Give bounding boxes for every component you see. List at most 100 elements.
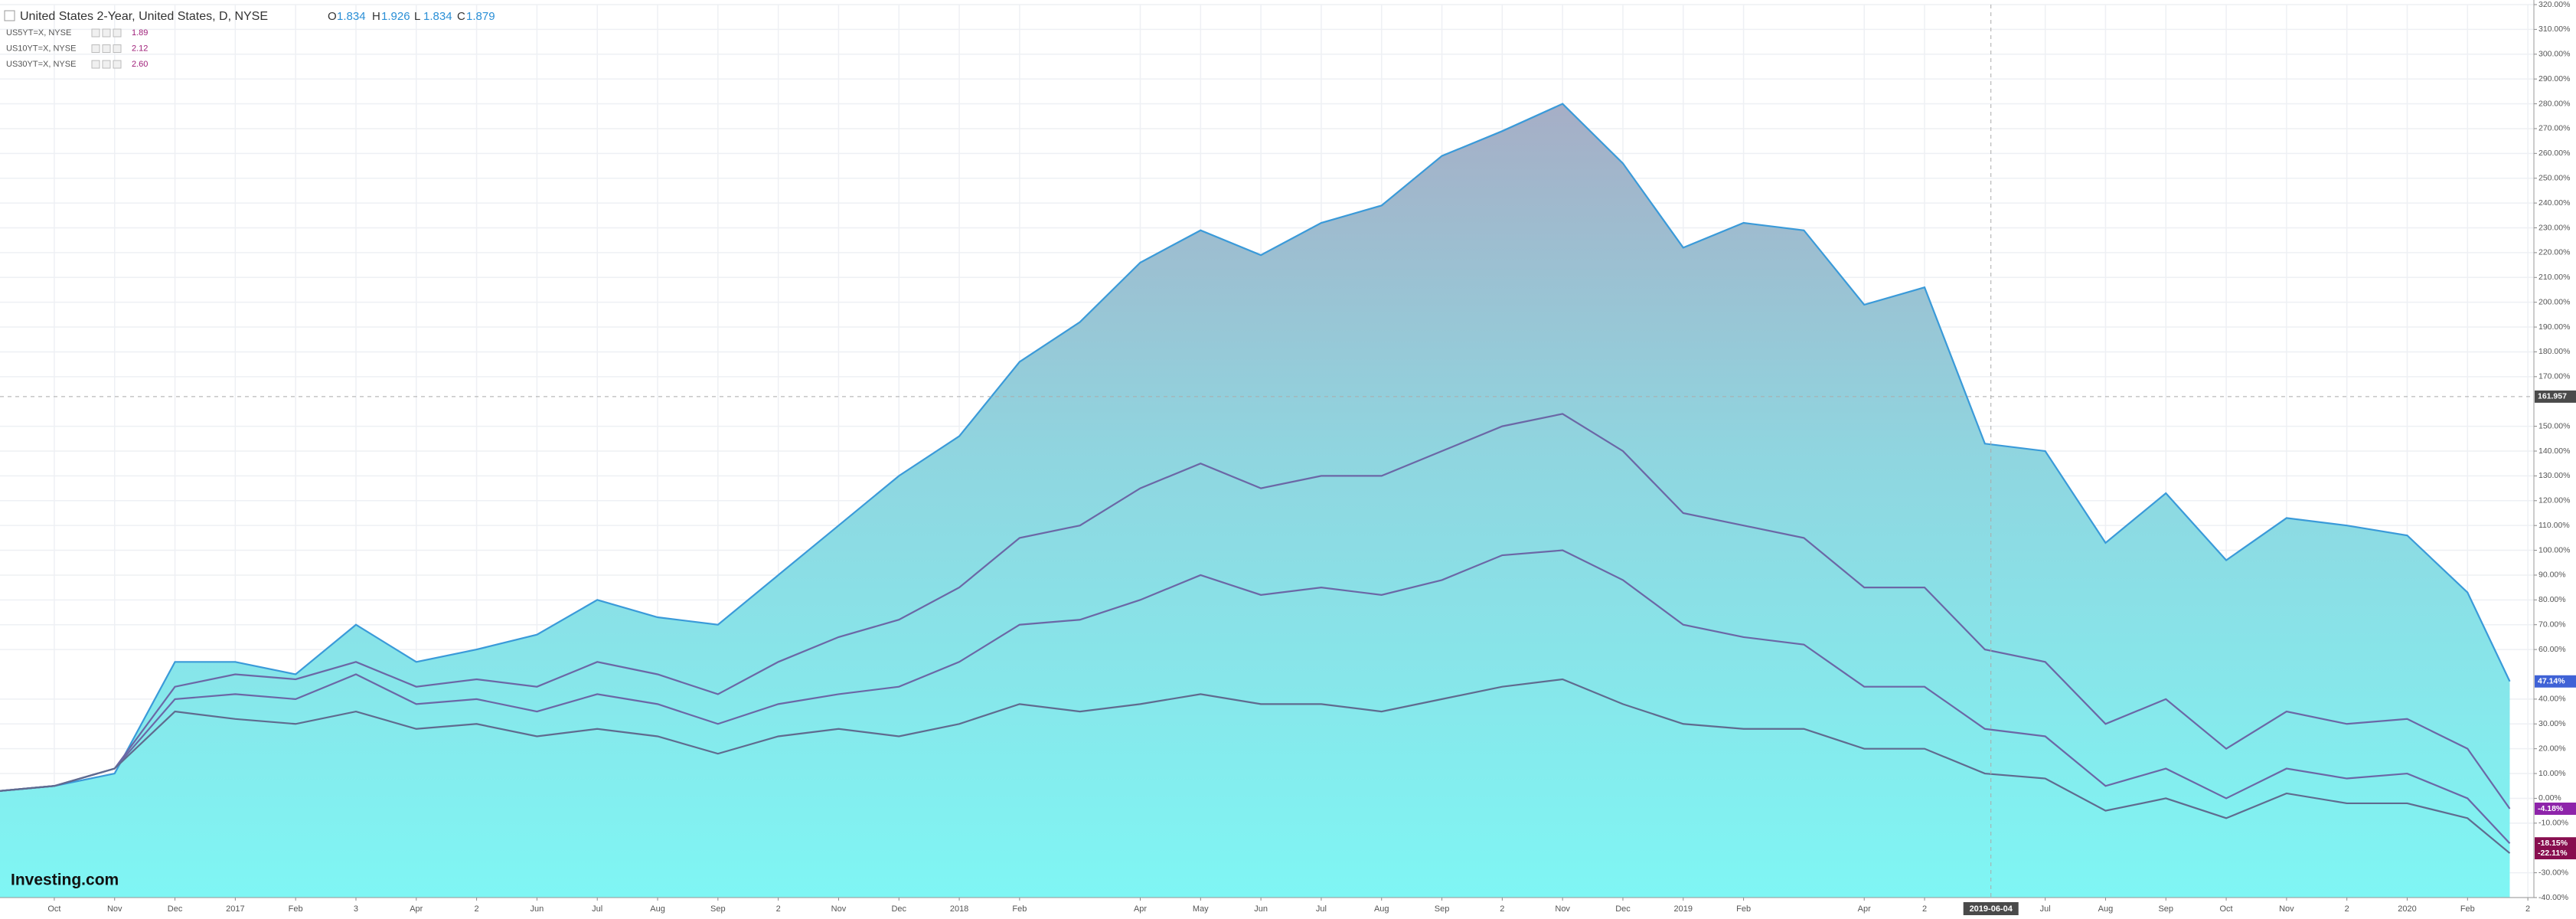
y-tick-label: 220.00% — [2538, 248, 2570, 257]
legend-button[interactable] — [113, 28, 122, 38]
x-tick-label: Jul — [592, 904, 602, 914]
legend-button[interactable] — [113, 60, 122, 69]
series-line — [0, 413, 2511, 809]
legend-value: 2.60 — [132, 60, 148, 69]
x-tick-label: Feb — [289, 904, 303, 914]
legend-name: US5YT=X, NYSE — [6, 28, 71, 38]
crosshair-y-box — [2535, 390, 2576, 403]
x-tick-label: Jul — [2040, 904, 2051, 914]
y-tick-label: 190.00% — [2538, 322, 2570, 332]
y-tick-label: 60.00% — [2538, 645, 2566, 654]
legend-button[interactable] — [102, 44, 111, 53]
x-tick-label: Oct — [2220, 904, 2233, 914]
y-tick-label: 240.00% — [2538, 198, 2570, 208]
x-tick-label: 2020 — [2398, 904, 2416, 914]
x-tick-label: Apr — [1858, 904, 1871, 914]
ohlc-key: O — [328, 10, 337, 23]
y-tick-label: 290.00% — [2538, 74, 2570, 83]
legend-button[interactable] — [102, 60, 111, 69]
legend-name: US10YT=X, NYSE — [6, 44, 76, 53]
x-tick-label: Nov — [831, 904, 847, 914]
last-value-label: -22.11% — [2538, 849, 2568, 858]
x-tick-label: Apr — [1134, 904, 1147, 914]
x-tick-label: Dec — [891, 904, 906, 914]
legend-name: US30YT=X, NYSE — [6, 60, 76, 69]
x-tick-label: Dec — [1615, 904, 1631, 914]
ohlc-key: H — [372, 10, 380, 23]
x-tick-label: Nov — [1555, 904, 1570, 914]
y-tick-label: 310.00% — [2538, 25, 2570, 34]
legend-button[interactable] — [91, 28, 100, 38]
y-tick-label: -10.00% — [2538, 819, 2568, 828]
x-tick-label: Aug — [650, 904, 665, 914]
y-tick-label: 150.00% — [2538, 421, 2570, 430]
legend-button[interactable] — [91, 44, 100, 53]
last-value-label: -18.15% — [2538, 839, 2568, 848]
y-tick-label: 260.00% — [2538, 149, 2570, 158]
x-tick-label: 3 — [354, 904, 358, 914]
ohlc-key: L — [414, 10, 420, 23]
x-tick-label: Jul — [1316, 904, 1327, 914]
x-tick-label: Aug — [2098, 904, 2114, 914]
x-tick-label: 2 — [475, 904, 479, 914]
y-tick-label: 300.00% — [2538, 50, 2570, 59]
last-value-box — [2535, 847, 2576, 860]
x-tick-label: Apr — [410, 904, 423, 914]
x-tick-label: Jun — [1254, 904, 1268, 914]
x-tick-label: 2019 — [1674, 904, 1693, 914]
y-tick-label: 0.00% — [2538, 793, 2561, 803]
x-tick-label: Feb — [1736, 904, 1751, 914]
ohlc-value: 1.879 — [466, 10, 495, 23]
y-tick-label: 230.00% — [2538, 223, 2570, 232]
series-line — [0, 103, 2511, 792]
x-tick-label: 2017 — [226, 904, 244, 914]
crosshair-x-box — [1963, 902, 2019, 915]
y-tick-label: 70.00% — [2538, 620, 2566, 630]
y-tick-label: 80.00% — [2538, 595, 2566, 604]
last-value-label: 47.14% — [2538, 677, 2565, 686]
legend-button[interactable] — [102, 28, 111, 38]
ohlc-key: C — [457, 10, 465, 23]
x-tick-label: Sep — [2158, 904, 2173, 914]
x-tick-label: Feb — [1012, 904, 1027, 914]
series-title: United States 2-Year, United States, D, … — [20, 10, 268, 23]
x-tick-label: 2 — [1500, 904, 1504, 914]
x-tick-label: Dec — [168, 904, 183, 914]
y-tick-label: 250.00% — [2538, 174, 2570, 183]
x-tick-label: 2018 — [950, 904, 968, 914]
ohlc-value: 1.834 — [423, 10, 452, 23]
y-tick-label: 110.00% — [2538, 521, 2570, 530]
y-tick-label: 40.00% — [2538, 695, 2566, 704]
x-tick-label: Nov — [2279, 904, 2294, 914]
y-tick-label: 210.00% — [2538, 273, 2570, 282]
last-value-box — [2535, 675, 2576, 688]
y-tick-label: 10.00% — [2538, 769, 2566, 778]
series-line — [0, 678, 2511, 854]
y-tick-label: 200.00% — [2538, 297, 2570, 306]
legend-button[interactable] — [113, 44, 122, 53]
logo: Investing.com — [11, 872, 119, 889]
y-tick-label: 20.00% — [2538, 744, 2566, 753]
legend-value: 2.12 — [132, 44, 148, 53]
x-tick-label: 2 — [2525, 904, 2530, 914]
x-tick-label: Feb — [2460, 904, 2475, 914]
y-tick-label: 270.00% — [2538, 124, 2570, 133]
x-tick-label: 2 — [2345, 904, 2349, 914]
y-tick-label: 130.00% — [2538, 471, 2570, 480]
y-tick-label: -30.00% — [2538, 868, 2568, 877]
y-tick-label: 120.00% — [2538, 496, 2570, 505]
y-tick-label: 180.00% — [2538, 347, 2570, 356]
collapse-box[interactable] — [4, 10, 15, 21]
y-tick-label: 320.00% — [2538, 0, 2570, 9]
ohlc-value: 1.926 — [381, 10, 410, 23]
x-tick-label: Nov — [107, 904, 122, 914]
legend-value: 1.89 — [132, 28, 148, 38]
legend: United States 2-Year, United States, D, … — [4, 10, 495, 69]
legend-button[interactable] — [91, 60, 100, 69]
y-tick-label: 100.00% — [2538, 545, 2570, 554]
x-tick-label: Oct — [47, 904, 60, 914]
x-tick-label: Sep — [1435, 904, 1450, 914]
